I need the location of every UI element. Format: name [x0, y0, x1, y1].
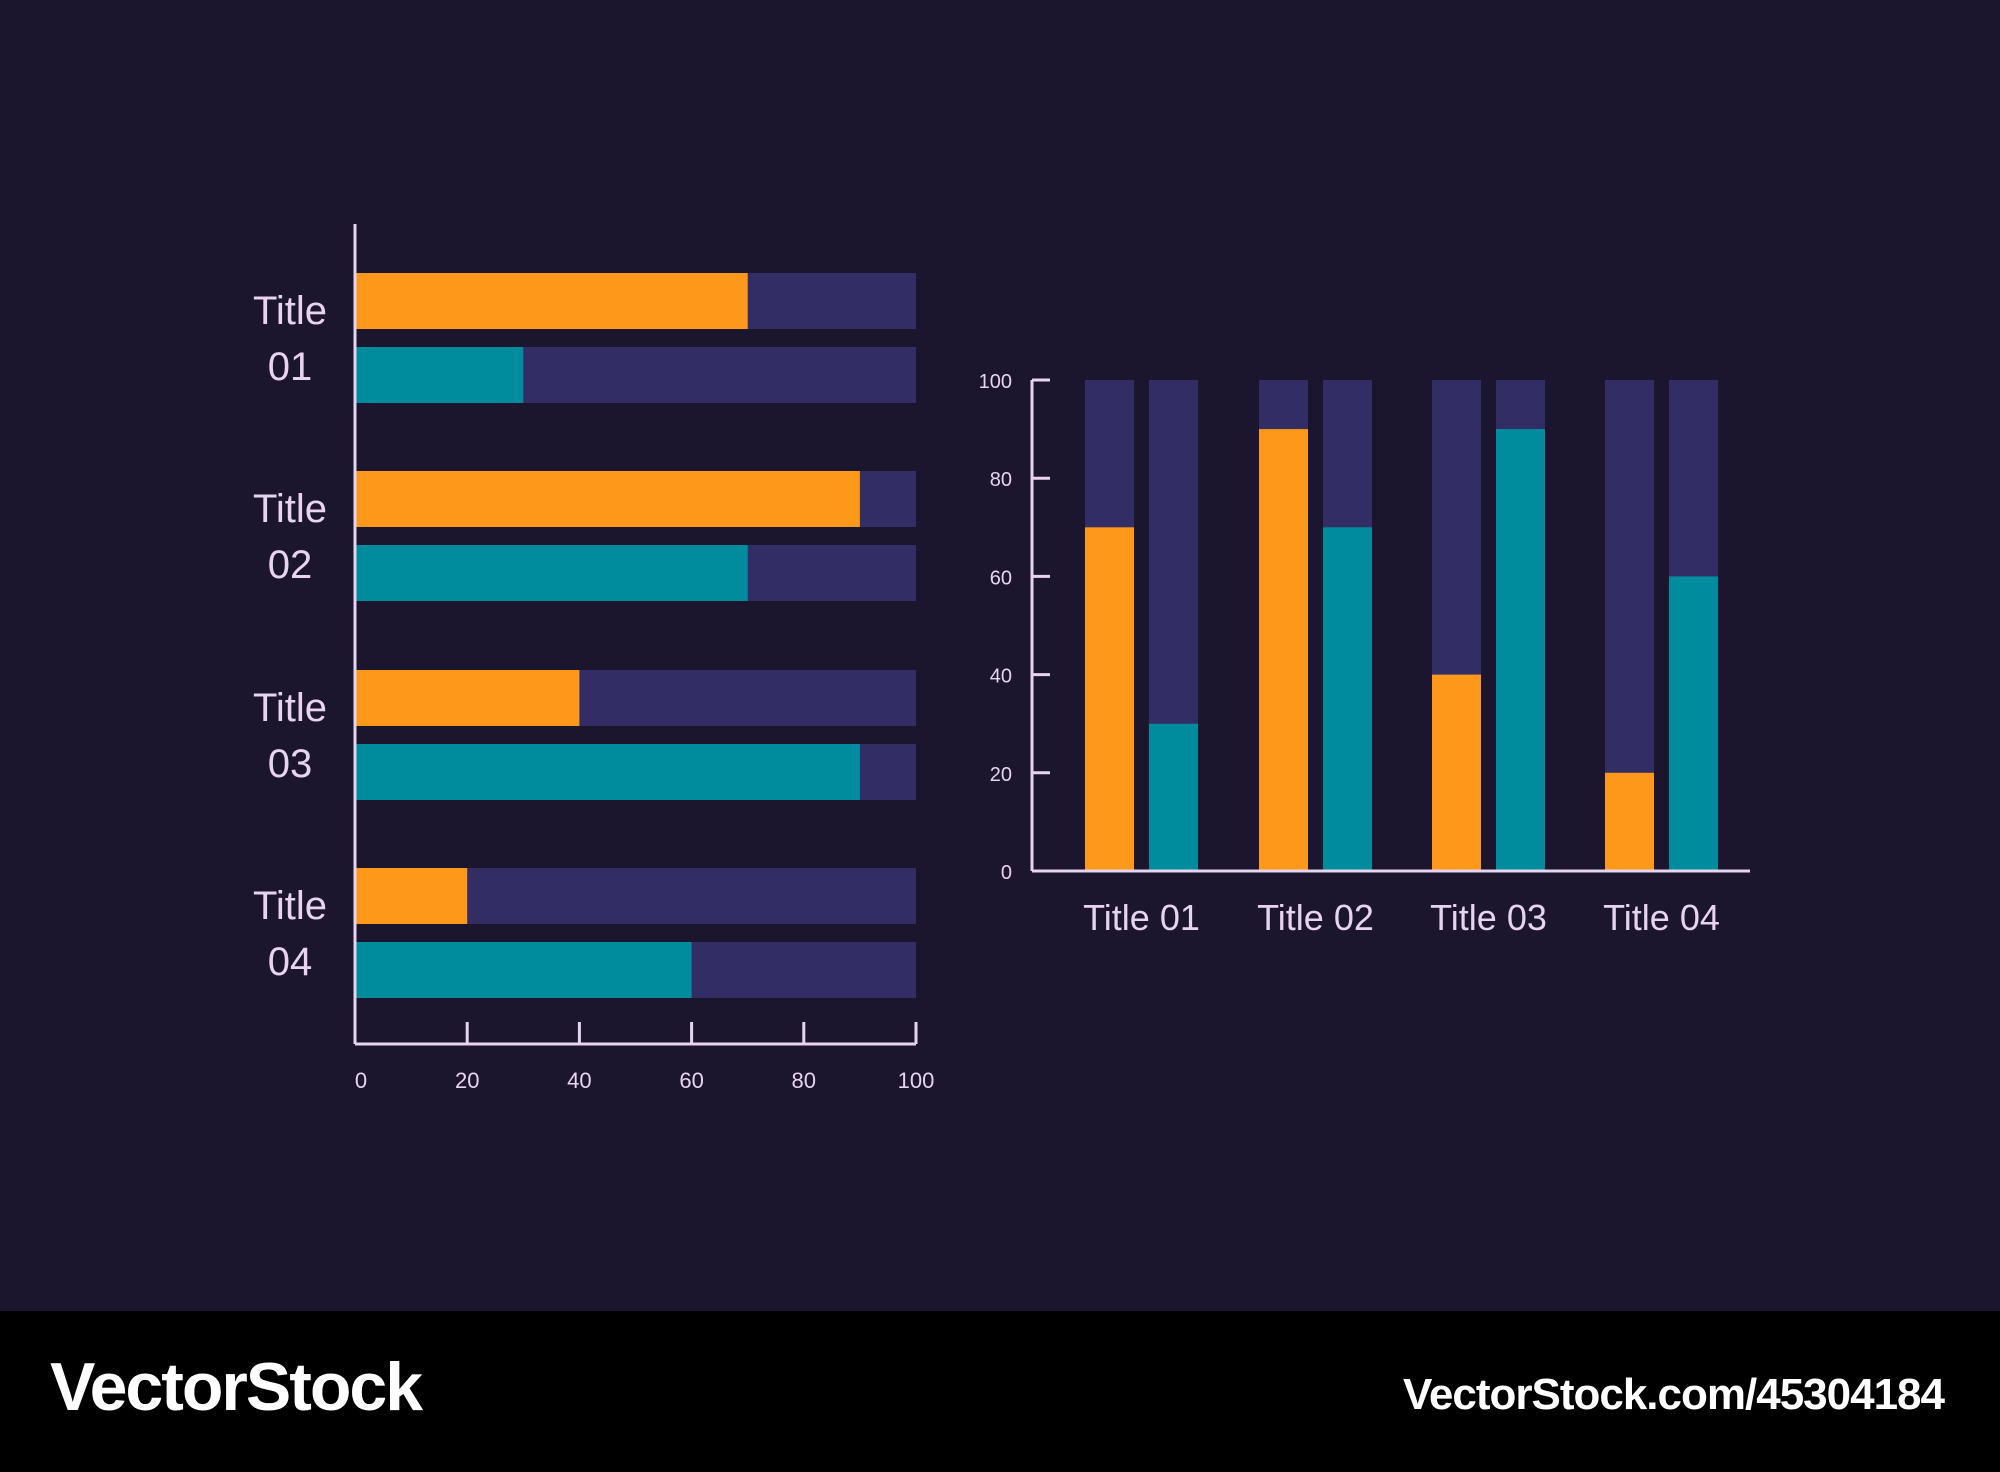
bar — [355, 347, 524, 403]
y-tick-label: 100 — [979, 371, 1012, 393]
category-label: 03 — [268, 742, 313, 786]
category-label: Title — [253, 686, 327, 730]
y-tick-label: 40 — [990, 666, 1012, 688]
bar — [355, 273, 748, 329]
bar — [1323, 527, 1372, 871]
category-label: Title — [253, 289, 327, 333]
category-label: Title — [253, 487, 327, 531]
bar — [355, 868, 468, 924]
category-label: Title 02 — [1257, 897, 1374, 938]
bar — [1605, 772, 1654, 871]
x-tick-label: 60 — [679, 1068, 703, 1093]
category-label: Title 04 — [1603, 897, 1720, 938]
x-tick-label: 100 — [898, 1068, 935, 1093]
x-tick-label: 20 — [455, 1068, 479, 1093]
bar — [1496, 429, 1545, 871]
category-label: 01 — [268, 345, 313, 389]
footer-bar — [0, 1311, 2000, 1472]
x-tick-label: 0 — [355, 1068, 367, 1093]
bar — [1149, 723, 1198, 871]
x-tick-label: 40 — [567, 1068, 591, 1093]
bar — [1085, 527, 1134, 871]
bar — [355, 744, 860, 800]
category-label: Title 01 — [1083, 897, 1200, 938]
category-label: 04 — [268, 940, 313, 984]
bar — [355, 471, 860, 527]
bar — [1259, 429, 1308, 871]
bar — [355, 545, 748, 601]
y-tick-label: 80 — [990, 469, 1012, 491]
category-label: Title — [253, 884, 327, 928]
horizontal-bar-chart: Title 01 Title 02 Title 03 Title 04 0 20 40 60 80 100 — [253, 224, 934, 1093]
y-tick-label: 20 — [990, 764, 1012, 786]
bar — [1669, 576, 1718, 871]
bar — [355, 670, 580, 726]
x-tick-label: 80 — [792, 1068, 816, 1093]
bar — [1432, 674, 1481, 871]
brand-url: VectorStock.com/45304184 — [1402, 1370, 1945, 1419]
category-label: Title 03 — [1430, 897, 1547, 938]
y-tick-label: 0 — [1001, 862, 1012, 884]
brand-logo: VectorStock — [50, 1349, 423, 1425]
vertical-bar-chart: Title 01 Title 02 Title 03 Title 04 0 20 40 60 8… — [979, 371, 1750, 938]
bar — [355, 942, 692, 998]
category-label: 02 — [268, 543, 313, 587]
y-tick-label: 60 — [990, 567, 1012, 589]
